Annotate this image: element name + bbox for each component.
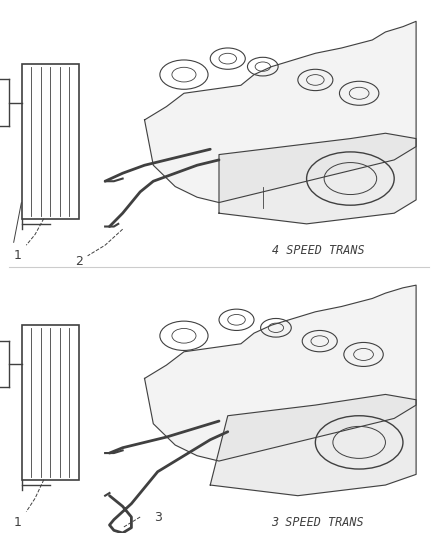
Polygon shape	[219, 133, 416, 224]
Text: 1: 1	[14, 516, 21, 529]
Text: 3: 3	[154, 511, 162, 523]
Polygon shape	[145, 21, 416, 203]
Polygon shape	[210, 394, 416, 496]
Text: 4 SPEED TRANS: 4 SPEED TRANS	[272, 244, 364, 257]
Text: 3 SPEED TRANS: 3 SPEED TRANS	[272, 516, 364, 529]
Bar	[22, 64, 79, 219]
Text: 2: 2	[75, 255, 83, 268]
Polygon shape	[145, 285, 416, 461]
Text: 1: 1	[14, 249, 21, 262]
Bar	[22, 325, 79, 480]
